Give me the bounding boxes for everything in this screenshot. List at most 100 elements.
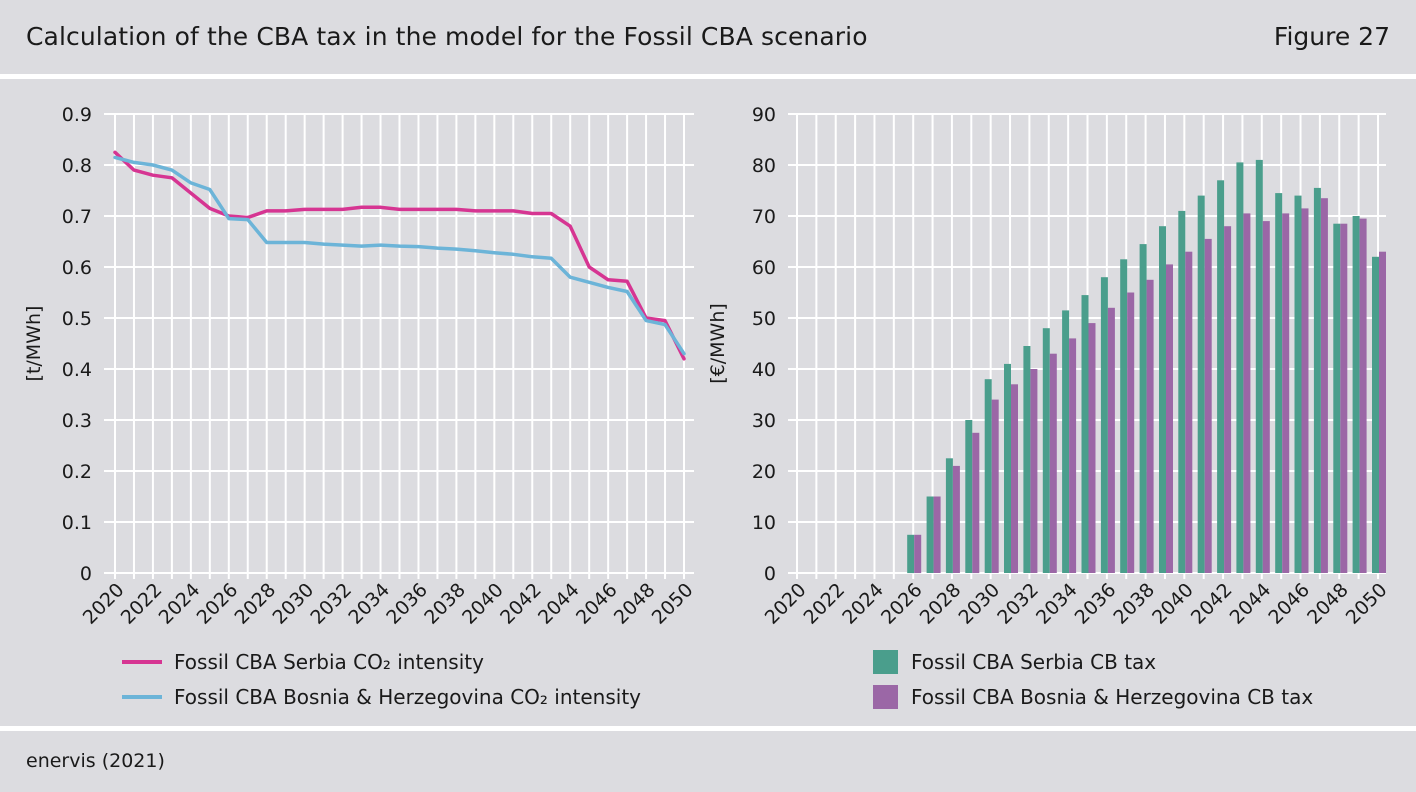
- bar-bosnia: [1030, 369, 1038, 573]
- x-tick-label: 2020: [761, 579, 811, 629]
- figure-label: Figure 27: [1273, 22, 1390, 51]
- x-tick-label: 2048: [610, 579, 660, 629]
- x-tick-label: 2036: [382, 579, 432, 629]
- footer-divider: [0, 726, 1416, 731]
- y-axis-label: [t/MWh]: [23, 306, 45, 382]
- bar-chart: 0102030405060708090202020222024202620282…: [707, 104, 1392, 709]
- y-tick-label: 0.5: [62, 308, 92, 330]
- bar-serbia: [1294, 195, 1302, 573]
- x-tick-label: 2022: [117, 579, 167, 629]
- bar-serbia: [1275, 193, 1283, 573]
- legend-swatch: [873, 650, 898, 674]
- bar-serbia: [1120, 259, 1128, 573]
- bar-bosnia: [1379, 251, 1386, 573]
- bar-bosnia: [1359, 218, 1367, 573]
- y-tick-label: 20: [752, 461, 776, 483]
- bar-bosnia: [1166, 264, 1173, 573]
- bar-bosnia: [1069, 338, 1077, 573]
- y-tick-label: 0.4: [62, 359, 92, 381]
- x-tick-label: 2042: [496, 579, 546, 629]
- bar-bosnia: [1320, 198, 1328, 573]
- y-tick-label: 0.8: [62, 155, 92, 177]
- legend-label: Fossil CBA Bosnia & Herzegovina CO₂ inte…: [174, 685, 641, 709]
- bar-serbia: [1159, 226, 1166, 573]
- bar-bosnia: [972, 432, 980, 574]
- bar-bosnia: [991, 399, 999, 573]
- x-tick-label: 2030: [954, 579, 1004, 629]
- x-tick-label: 2024: [155, 579, 205, 629]
- series-line-serbia: [113, 150, 686, 361]
- bar-serbia: [984, 379, 992, 573]
- bar-bosnia: [1088, 323, 1096, 573]
- y-tick-label: 0.3: [62, 410, 92, 432]
- x-tick-label: 2038: [420, 579, 470, 629]
- x-tick-label: 2040: [458, 579, 508, 629]
- bar-serbia: [1178, 210, 1186, 573]
- bar-bosnia: [1301, 208, 1309, 573]
- x-tick-label: 2022: [800, 579, 850, 629]
- y-tick-label: 0.9: [62, 104, 92, 126]
- y-tick-label: 60: [752, 257, 776, 279]
- bar-serbia: [1139, 244, 1147, 573]
- bar-serbia: [1004, 363, 1011, 573]
- y-tick-label: 50: [752, 308, 776, 330]
- bar-bosnia: [1204, 238, 1212, 573]
- y-tick-label: 90: [752, 104, 776, 126]
- bar-serbia: [965, 420, 973, 573]
- x-tick-label: 2050: [1342, 579, 1392, 629]
- bar-bosnia: [1243, 213, 1251, 573]
- y-tick-label: 80: [752, 155, 776, 177]
- bar-serbia: [926, 496, 934, 573]
- bar-serbia: [1081, 295, 1089, 573]
- x-tick-label: 2024: [838, 579, 888, 629]
- y-tick-label: 10: [752, 512, 776, 534]
- x-tick-label: 2038: [1109, 579, 1159, 629]
- bar-bosnia: [952, 465, 960, 573]
- bar-bosnia: [914, 534, 922, 574]
- x-tick-label: 2046: [572, 579, 622, 629]
- y-tick-label: 0.2: [62, 461, 92, 483]
- y-axis-label: [€/MWh]: [707, 303, 729, 384]
- bar-bosnia: [1107, 307, 1115, 573]
- source-note: enervis (2021): [26, 750, 165, 772]
- legend-label: Fossil CBA Serbia CB tax: [911, 650, 1156, 674]
- legend-label: Fossil CBA Bosnia & Herzegovina CB tax: [911, 685, 1313, 709]
- bar-serbia: [945, 458, 953, 574]
- bar-bosnia: [1011, 384, 1018, 573]
- bar-bosnia: [1146, 279, 1154, 574]
- line-chart: 0 0.1 0.2 0.3 0.4 0.5 0.6 0.7 0.8 0.9 202020222024…: [23, 104, 698, 709]
- bar-serbia: [1333, 223, 1341, 573]
- x-tick-label: 2026: [193, 579, 243, 629]
- x-tick-label: 2042: [1187, 579, 1237, 629]
- x-tick-label: 2028: [916, 579, 966, 629]
- x-tick-label: 2020: [79, 579, 129, 629]
- bar-serbia: [1236, 162, 1244, 573]
- x-tick-label: 2032: [306, 579, 356, 629]
- x-tick-label: 2028: [231, 579, 281, 629]
- bar-serbia: [1372, 256, 1379, 573]
- x-tick-label: 2032: [993, 579, 1043, 629]
- y-tick-label: 0.1: [62, 512, 92, 534]
- series-line-bosnia: [113, 155, 686, 356]
- bar-serbia: [907, 534, 915, 574]
- y-tick-label: 0.7: [62, 206, 92, 228]
- page-title: Calculation of the CBA tax in the model …: [26, 22, 868, 51]
- bar-bosnia: [933, 496, 941, 573]
- bar-serbia: [1023, 346, 1031, 573]
- bar-serbia: [1217, 180, 1225, 574]
- bar-serbia: [1100, 277, 1108, 573]
- bar-bosnia: [1340, 223, 1348, 573]
- y-tick-label: 0.6: [62, 257, 92, 279]
- x-tick-label: 2034: [1032, 579, 1082, 629]
- legend-label: Fossil CBA Serbia CO₂ intensity: [174, 650, 484, 674]
- bar-serbia: [1042, 328, 1050, 573]
- y-tick-label: 0: [764, 563, 776, 585]
- y-tick-label: 30: [752, 410, 776, 432]
- legend-swatch: [873, 685, 898, 709]
- x-tick-label: 2050: [648, 579, 698, 629]
- bar-bosnia: [1262, 221, 1270, 573]
- bar-bosnia: [1049, 353, 1057, 573]
- x-tick-label: 2046: [1264, 579, 1314, 629]
- x-tick-label: 2044: [1226, 579, 1276, 629]
- x-tick-label: 2048: [1303, 579, 1353, 629]
